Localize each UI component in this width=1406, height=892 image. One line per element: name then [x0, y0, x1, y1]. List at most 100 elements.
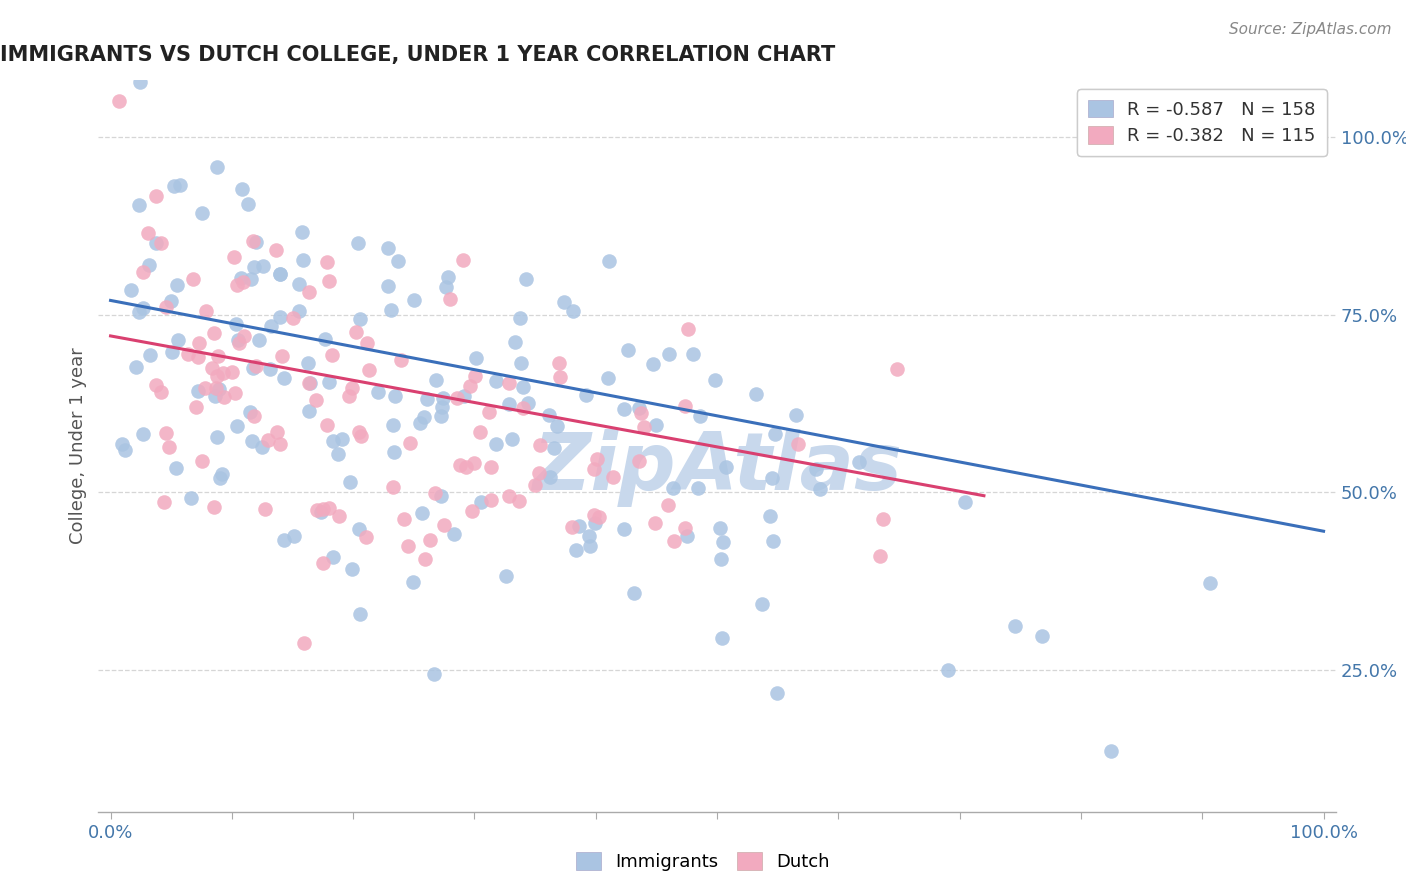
Point: [479, 459, 502, 474]
Point: [167, 333, 190, 347]
Point: [463, 456, 485, 470]
Point: [688, 482, 710, 496]
Point: [673, 399, 696, 413]
Point: [416, 392, 439, 406]
Point: [232, 276, 254, 290]
Point: [242, 260, 264, 275]
Point: [269, 310, 291, 325]
Point: [808, 482, 831, 496]
Point: [377, 279, 399, 293]
Point: [288, 304, 311, 318]
Point: [202, 500, 225, 514]
Point: [201, 360, 224, 375]
Point: [425, 373, 447, 387]
Point: [242, 234, 264, 248]
Point: [510, 356, 533, 370]
Point: [759, 509, 782, 524]
Point: [762, 533, 785, 548]
Point: [298, 285, 321, 300]
Point: [464, 351, 486, 365]
Point: [464, 368, 486, 383]
Point: [145, 189, 167, 203]
Point: [204, 389, 226, 403]
Point: [676, 322, 699, 336]
Point: [205, 161, 228, 175]
Point: [211, 467, 233, 481]
Point: [751, 597, 773, 611]
Point: [527, 466, 550, 480]
Point: [1004, 619, 1026, 633]
Point: [548, 370, 571, 384]
Point: [191, 206, 214, 220]
Point: [387, 253, 409, 268]
Point: [689, 409, 711, 423]
Point: [149, 385, 172, 400]
Point: [318, 274, 340, 288]
Point: [384, 389, 406, 403]
Point: [180, 491, 202, 505]
Point: [453, 389, 475, 403]
Point: [936, 663, 959, 677]
Point: [132, 264, 155, 278]
Point: [291, 225, 314, 239]
Point: [281, 310, 304, 325]
Point: [553, 295, 575, 310]
Text: Source: ZipAtlas.com: Source: ZipAtlas.com: [1229, 22, 1392, 37]
Point: [314, 333, 336, 347]
Point: [184, 400, 207, 414]
Point: [225, 317, 247, 331]
Point: [588, 510, 610, 524]
Point: [328, 509, 350, 524]
Point: [423, 486, 446, 500]
Point: [309, 505, 332, 519]
Point: [613, 402, 636, 417]
Point: [586, 451, 609, 466]
Point: [212, 390, 235, 404]
Point: [339, 475, 361, 489]
Point: [181, 272, 204, 286]
Point: [288, 277, 311, 291]
Point: [315, 255, 337, 269]
Point: [396, 539, 419, 553]
Point: [297, 356, 319, 370]
Point: [187, 384, 209, 398]
Point: [349, 311, 371, 326]
Point: [515, 271, 537, 285]
Point: [315, 417, 337, 432]
Point: [231, 270, 253, 285]
Point: [169, 178, 191, 192]
Point: [221, 365, 243, 379]
Point: [157, 440, 180, 454]
Point: [434, 280, 457, 294]
Point: [1031, 629, 1053, 643]
Point: [413, 410, 436, 425]
Point: [359, 363, 381, 377]
Legend: Immigrants, Dutch: Immigrants, Dutch: [568, 846, 838, 879]
Point: [377, 241, 399, 255]
Point: [243, 409, 266, 423]
Point: [953, 495, 976, 509]
Point: [548, 356, 571, 370]
Point: [132, 301, 155, 316]
Point: [1099, 743, 1122, 757]
Point: [443, 526, 465, 541]
Point: [402, 575, 425, 590]
Point: [478, 405, 501, 419]
Point: [321, 348, 343, 362]
Point: [340, 562, 363, 576]
Point: [128, 305, 150, 319]
Point: [224, 386, 246, 401]
Point: [207, 349, 229, 363]
Point: [226, 418, 249, 433]
Point: [291, 252, 314, 267]
Point: [356, 335, 378, 350]
Point: [538, 408, 561, 422]
Point: [709, 521, 731, 535]
Point: [240, 434, 263, 448]
Point: [381, 479, 404, 493]
Point: [273, 371, 295, 385]
Point: [612, 522, 634, 536]
Point: [413, 551, 436, 566]
Point: [344, 325, 367, 339]
Point: [673, 521, 696, 535]
